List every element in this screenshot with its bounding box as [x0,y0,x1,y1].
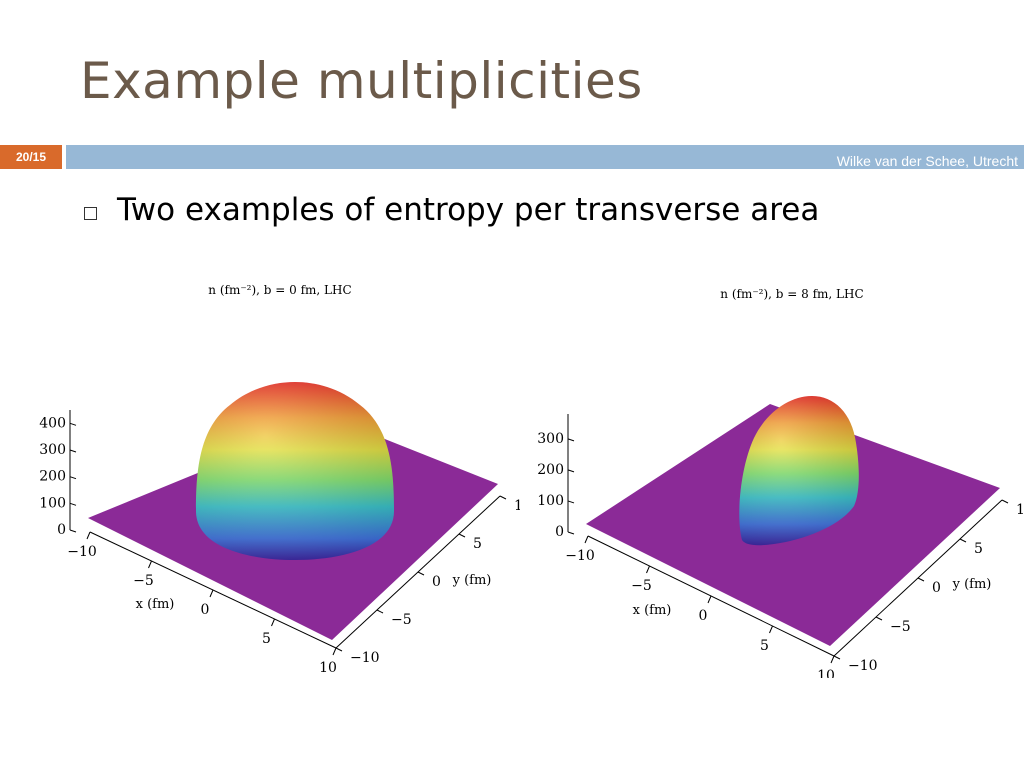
x-tick-label: 10 [319,660,337,676]
y-tick [917,577,925,582]
surface-ridge-shading [739,396,859,546]
slide-title: Example multiplicities [80,52,643,110]
y-tick-label: 5 [473,536,482,552]
z-tick-label: 100 [537,493,564,509]
x-axis-label: x (fm) [633,603,672,618]
y-tick [458,533,466,538]
y-tick [417,571,425,576]
z-tick-label: 300 [39,442,66,458]
bullet-item: Two examples of entropy per transverse a… [84,192,819,228]
z-tick-label: 0 [57,522,66,538]
y-tick [499,495,507,500]
z-tick [69,502,77,506]
y-tick [376,609,384,614]
y-tick [959,538,967,543]
slide-number-badge: 20/15 [0,145,62,169]
x-tick [86,531,91,540]
y-tick-label: −5 [391,612,412,628]
y-tick-label: −10 [350,650,380,666]
slide-banner: 20/15 Wilke van der Schee, Utrecht [0,141,1024,171]
z-tick-label: 100 [39,495,66,511]
z-tick-label: 0 [555,524,564,540]
z-tick [567,438,575,442]
y-tick-label: −5 [890,619,911,635]
surface-dome-shading [196,382,394,560]
z-tick-label: 400 [39,415,66,431]
z-tick [69,422,77,426]
y-tick [833,655,841,660]
y-tick-label: 10 [1016,502,1024,518]
bullet-square-icon [84,206,97,220]
x-tick-label: −10 [565,548,595,564]
x-tick-label: −10 [67,544,97,560]
y-tick [335,647,343,652]
x-tick-label: 5 [262,631,271,647]
z-tick [69,476,77,480]
y-tick [875,616,883,621]
x-tick [209,589,214,598]
x-axis-label: x (fm) [136,597,175,612]
z-tick [567,469,575,473]
y-axis-label: y (fm) [952,577,992,592]
z-tick-label: 300 [537,431,564,447]
x-tick-label: 0 [699,608,708,624]
plot-title: n (fm⁻²), b = 8 fm, LHC [720,287,863,301]
x-tick [271,618,275,627]
y-tick-label: 10 [514,498,520,514]
y-tick-label: 0 [432,574,441,590]
y-tick-label: 5 [974,541,983,557]
bullet-text: Two examples of entropy per transverse a… [117,192,820,228]
x-tick-label: 10 [817,668,835,678]
x-tick-label: −5 [631,578,652,594]
x-tick [332,647,337,656]
z-tick [69,449,77,453]
plot-title: n (fm⁻²), b = 0 fm, LHC [208,283,351,297]
x-tick [584,535,589,544]
x-tick [769,625,773,634]
z-tick [69,529,77,533]
x-tick [148,560,152,569]
y-tick [1001,499,1009,504]
x-tick-label: 5 [760,638,769,654]
y-tick-label: −10 [848,658,878,674]
z-tick [567,531,575,535]
z-tick-label: 200 [39,469,66,485]
footer-author: Wilke van der Schee, Utrecht [836,153,1018,169]
y-axis-label: y (fm) [452,573,492,588]
z-tick [567,500,575,504]
x-tick [646,565,650,574]
footer-bar: Wilke van der Schee, Utrecht [66,145,1024,169]
z-tick-label: 200 [537,462,564,478]
y-tick-label: 0 [932,580,941,596]
x-tick [830,655,835,664]
x-tick-label: 0 [201,602,210,618]
x-tick [707,595,712,604]
x-tick-label: −5 [133,573,154,589]
